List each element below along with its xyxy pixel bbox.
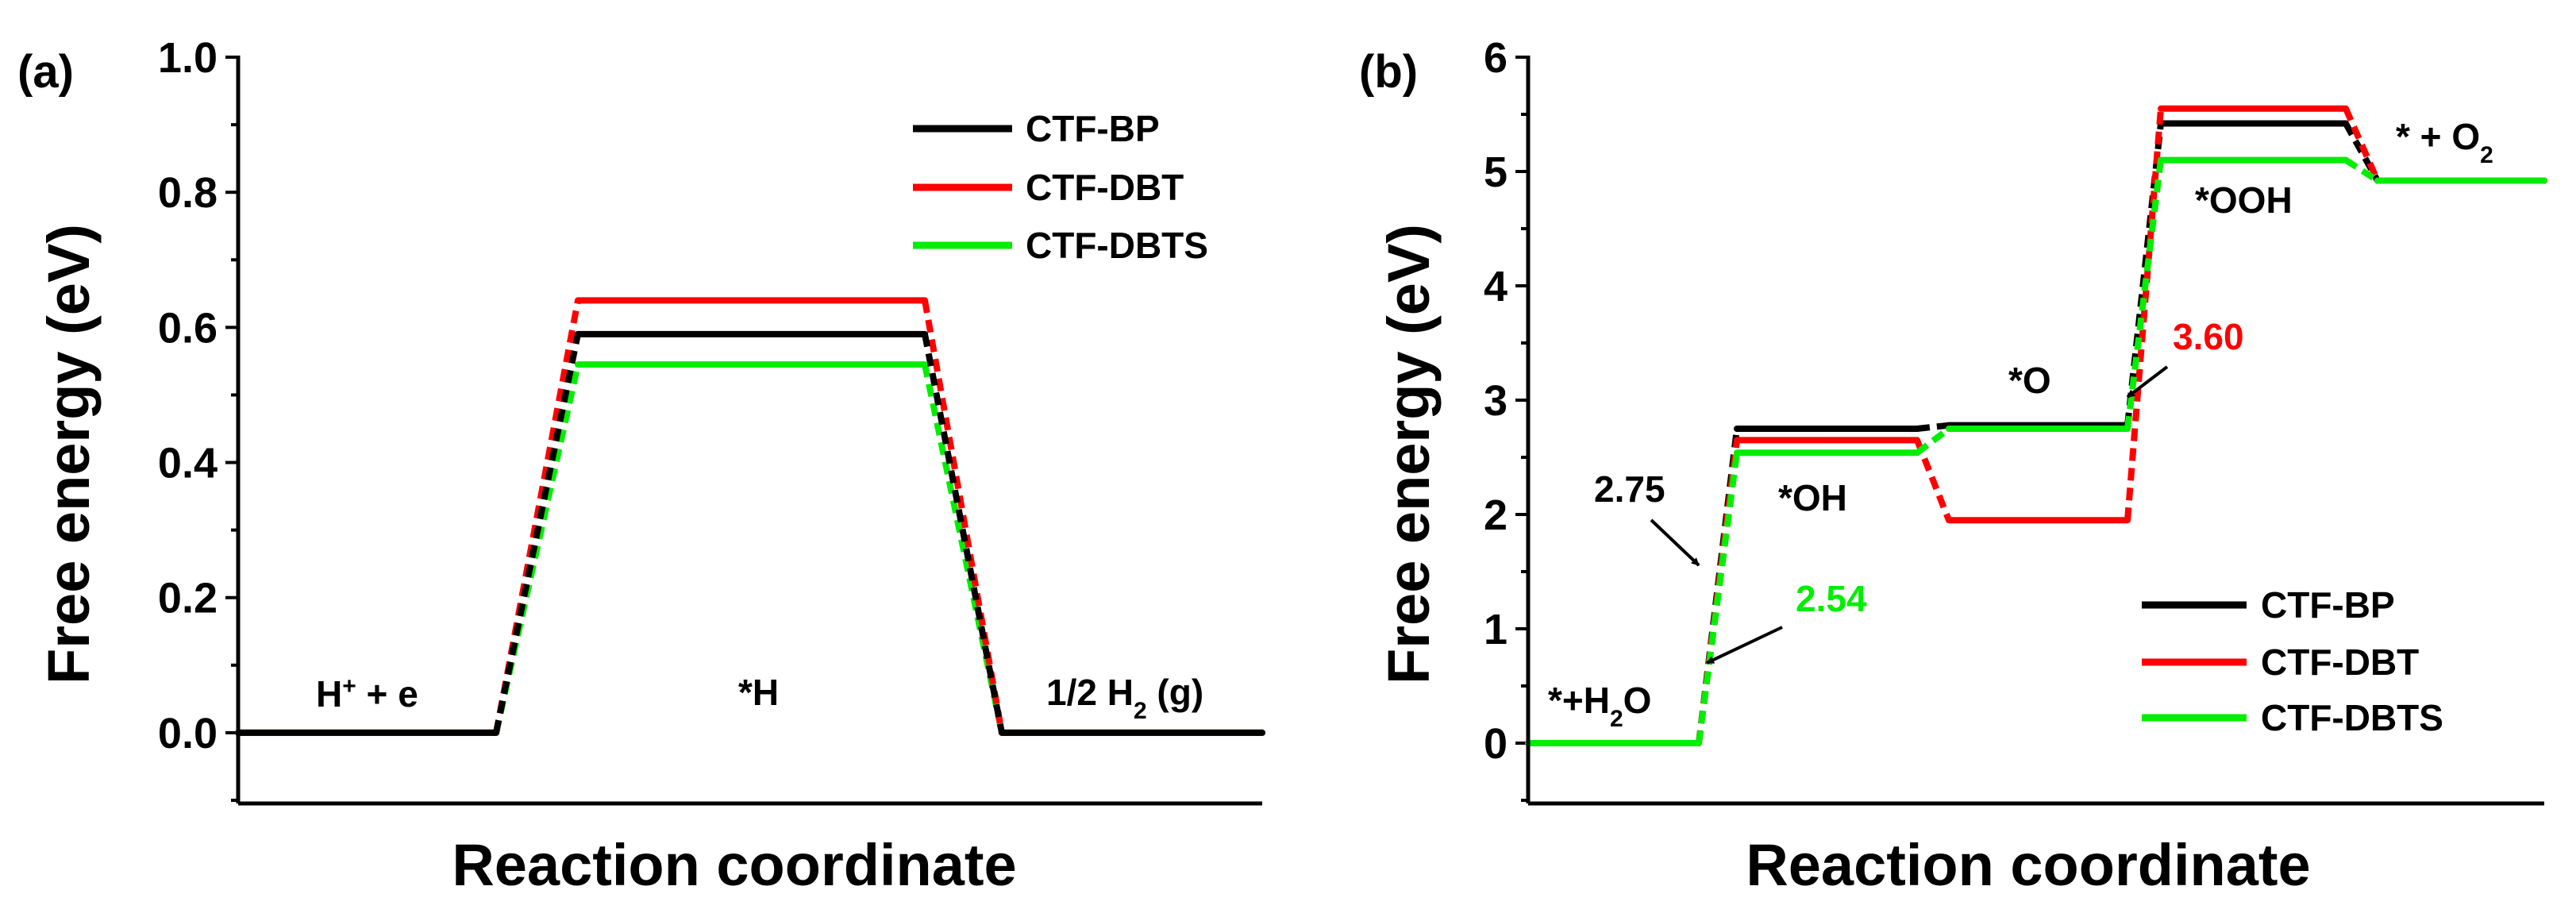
state-label-a-h: *H [738, 672, 779, 713]
connector-ctf-dbt-a-0 [493, 299, 581, 734]
y-tick-label-b-0: 0 [1484, 720, 1507, 768]
connector-ctf-bp-a-1 [922, 333, 1005, 734]
y-tick-label-b-3: 3 [1484, 377, 1507, 425]
legend-b: CTF-BP CTF-DBT CTF-DBTS [2142, 584, 2443, 738]
connector-ctf-dbt-a-1 [922, 299, 1005, 734]
connector-ctf-dbt-b-2 [2124, 108, 2164, 521]
y-ticks-b: 0 1 2 3 4 5 6 [1484, 34, 1528, 802]
state-label-b-final: * + O2 [2396, 116, 2493, 168]
connector-ctf-dbt-b-3 [2343, 107, 2381, 183]
connector-ctf-dbt-b-1 [1914, 438, 1952, 522]
connector-ctf-dbts-b-1 [1915, 426, 1951, 456]
legend-label-ctf-dbt-a: CTF-DBT [1026, 167, 1184, 208]
y-axis-label-a: Free energy (eV) [36, 224, 102, 684]
panel-b: (b) Free energy (eV) Reaction coordinate… [1359, 34, 2547, 898]
y-tick-label-a-4: 0.8 [158, 169, 218, 217]
connector-ctf-bp-a-0 [493, 333, 581, 734]
state-label-a-final: 1/2 H2 (g) [1046, 672, 1203, 724]
panel-label-a: (a) [17, 46, 74, 98]
connector-ctf-bp-b-1 [1916, 422, 1950, 432]
callout-2-54: 2.54 [1796, 578, 1867, 619]
callout-arrow-3-60 [2126, 365, 2169, 399]
y-tick-label-b-5: 5 [1484, 148, 1507, 196]
legend-label-ctf-bp-a: CTF-BP [1026, 108, 1160, 149]
connector-ctf-dbts-b-3 [2343, 157, 2380, 183]
state-label-b-o: *O [2008, 360, 2051, 401]
state-label-b-initial: *+H2O [1548, 680, 1651, 732]
legend-label-ctf-dbt-b: CTF-DBT [2261, 642, 2419, 683]
panel-label-b: (b) [1359, 46, 1418, 98]
x-axis-label-a: Reaction coordinate [452, 832, 1016, 898]
y-tick-label-b-2: 2 [1484, 491, 1507, 539]
y-tick-label-b-1: 1 [1484, 606, 1507, 653]
panel-a: (a) Free energy (eV) Reaction coordinate… [17, 34, 1265, 898]
callout-2-75: 2.75 [1594, 468, 1665, 510]
y-tick-label-b-4: 4 [1484, 263, 1507, 310]
y-ticks-a: 0.0 0.2 0.4 0.6 0.8 1.0 [158, 34, 238, 802]
legend-label-ctf-bp-b: CTF-BP [2261, 584, 2395, 626]
connector-ctf-dbts-b-0 [1696, 452, 1740, 744]
x-axis-label-b: Reaction coordinate [1746, 832, 2310, 898]
y-tick-label-b-6: 6 [1484, 34, 1507, 82]
y-tick-label-a-2: 0.4 [158, 440, 218, 487]
connector-ctf-bp-b-2 [2124, 123, 2164, 426]
legend-label-ctf-dbts-b: CTF-DBTS [2261, 697, 2443, 738]
y-axis-label-b: Free energy (eV) [1376, 224, 1442, 684]
connector-ctf-dbts-b-2 [2124, 160, 2164, 430]
callout-arrow-2-54 [1706, 626, 1783, 665]
series-a [235, 297, 1265, 736]
callout-arrow-2-75 [1650, 518, 1700, 567]
y-tick-label-a-3: 0.6 [158, 304, 218, 352]
y-tick-label-a-1: 0.2 [158, 575, 218, 622]
connector-ctf-bp-b-3 [2343, 121, 2381, 183]
state-label-b-ooh: *OOH [2195, 179, 2293, 221]
state-label-b-oh: *OH [1778, 477, 1847, 518]
callout-3-60: 3.60 [2173, 316, 2244, 357]
y-tick-label-a-5: 1.0 [158, 34, 218, 82]
legend-a: CTF-BP CTF-DBT CTF-DBTS [913, 108, 1208, 266]
state-label-a-initial: H+ + e [316, 673, 418, 715]
connector-ctf-dbts-a-1 [922, 364, 1005, 734]
legend-label-ctf-dbts-a: CTF-DBTS [1026, 225, 1208, 266]
series-b [1525, 105, 2547, 746]
y-tick-label-a-0: 0.0 [158, 710, 218, 757]
